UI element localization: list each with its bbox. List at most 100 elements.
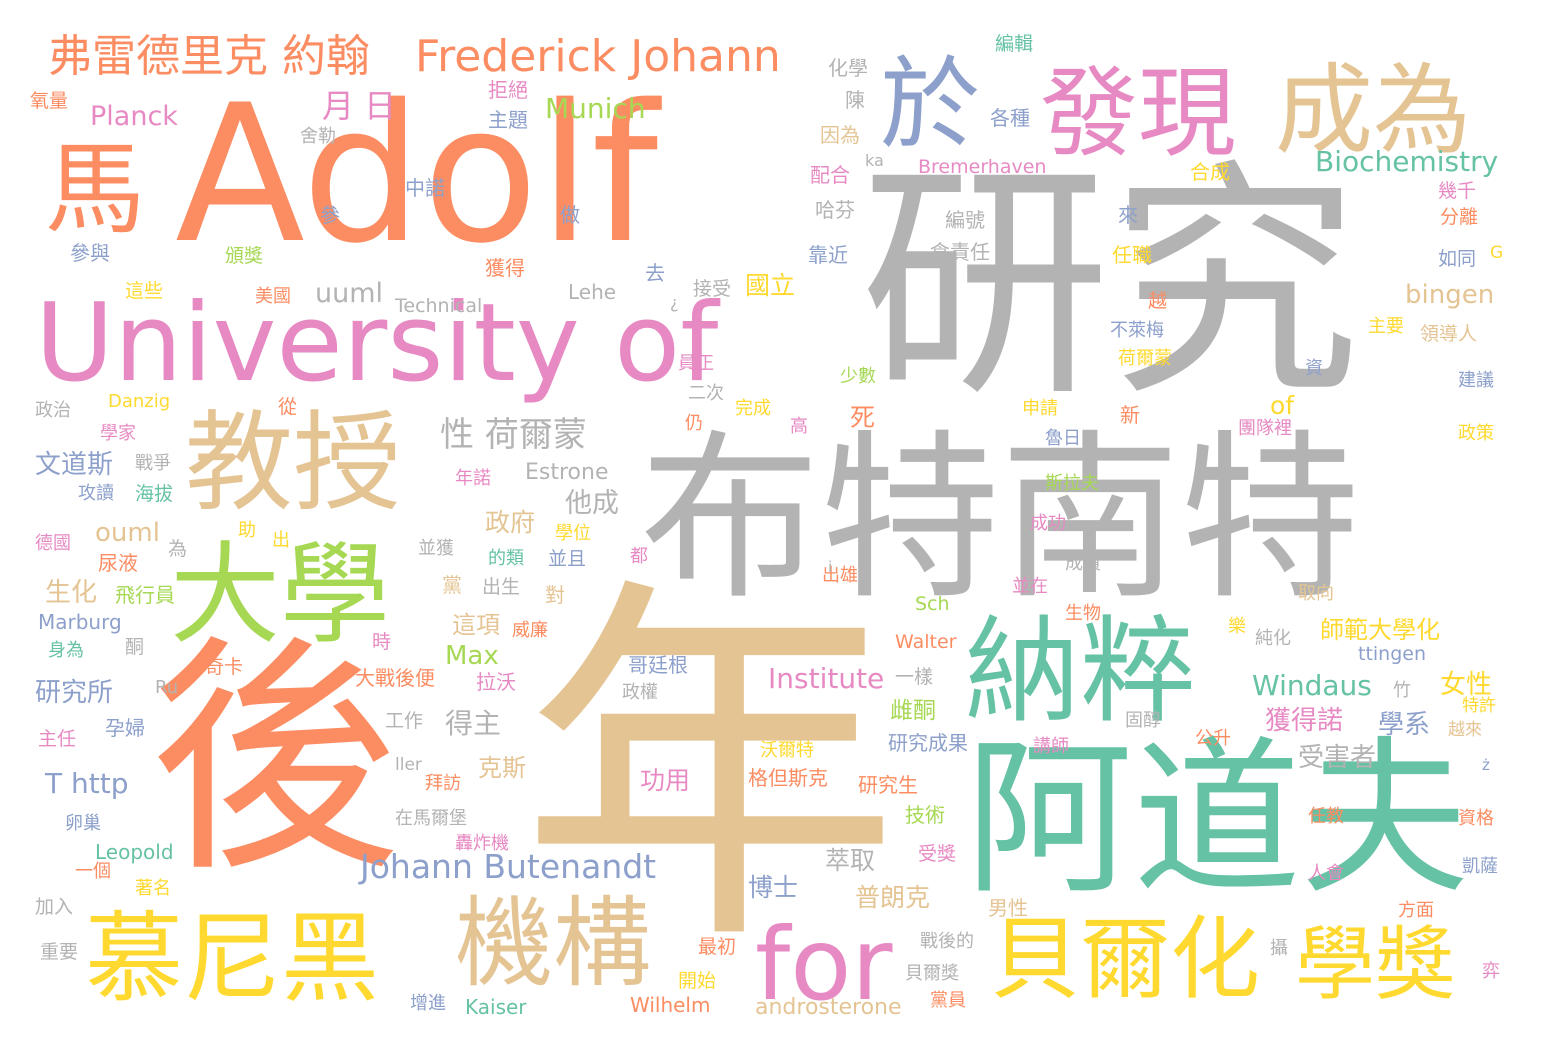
cloud-word: 凱薩 [1462, 856, 1498, 877]
cloud-word: 靠近 [808, 243, 848, 267]
cloud-word: 拒絕 [488, 78, 528, 102]
cloud-word: 弈 [1482, 961, 1500, 982]
cloud-word: 政權 [622, 682, 658, 703]
cloud-word: 領導人 [1420, 323, 1478, 345]
cloud-word: 出 [272, 530, 290, 551]
cloud-word: 政治 [35, 400, 71, 421]
cloud-word: 生化 [45, 578, 98, 608]
cloud-word: 著名 [135, 878, 171, 899]
cloud-word: 孕婦 [105, 716, 145, 740]
cloud-word: 因為 [820, 123, 860, 147]
cloud-word: 於 [880, 46, 980, 163]
cloud-word: 攻讀 [78, 483, 114, 504]
cloud-word: 中諾 [405, 176, 445, 200]
cloud-word: 研究所 [35, 678, 114, 708]
cloud-word: 開始 [678, 970, 717, 992]
cloud-word: 並獲 [418, 538, 454, 559]
cloud-word: 酮 [125, 636, 145, 658]
cloud-word: 研究 [860, 139, 1360, 430]
cloud-word: 固醇 [1125, 710, 1161, 731]
cloud-word: 越 [1148, 290, 1168, 312]
cloud-word: 從 [278, 396, 298, 418]
cloud-word: 沃爾特 [760, 740, 814, 761]
cloud-word: 男性 [988, 896, 1028, 920]
cloud-word: 技術 [905, 803, 945, 827]
cloud-word: T http [45, 767, 129, 800]
cloud-word: 死 [850, 403, 876, 432]
cloud-word: Estrone [525, 460, 609, 485]
cloud-word: 威廉 [512, 620, 548, 641]
cloud-word: 取向 [1298, 583, 1334, 604]
cloud-word: 拉沃 [476, 670, 516, 694]
cloud-word: 如同 [1438, 248, 1477, 270]
cloud-word: Windaus [1252, 669, 1372, 702]
cloud-word: 時 [372, 631, 392, 653]
cloud-word: University of [35, 281, 719, 406]
cloud-word: 萃取 [825, 846, 876, 875]
cloud-word: 講師 [1033, 736, 1069, 757]
cloud-word: 受害者 [1298, 743, 1377, 773]
cloud-word: 年諾 [455, 468, 491, 489]
cloud-word: 大戰後便 [355, 666, 435, 690]
cloud-word: 純化 [1255, 628, 1291, 649]
cloud-word: 特許 [1462, 696, 1496, 716]
cloud-word: 荷爾蒙 [1118, 348, 1172, 369]
cloud-word: 越來 [1448, 720, 1482, 740]
cloud-word: 博士 [748, 873, 799, 902]
cloud-word: Walter [895, 631, 957, 653]
cloud-word: 不萊梅 [1110, 320, 1164, 341]
cloud-word: 成為 [1275, 54, 1472, 168]
cloud-word: 研究成果 [888, 731, 968, 755]
cloud-word: 最初 [698, 936, 737, 958]
cloud-word: 人會 [1308, 863, 1344, 884]
cloud-word: 得主 [445, 707, 502, 740]
cloud-word: 這項 [452, 611, 500, 639]
cloud-word: 工作 [385, 710, 424, 732]
cloud-word: 學位 [555, 523, 591, 544]
cloud-word: 化學 [828, 56, 868, 80]
cloud-word: 研究生 [858, 773, 918, 797]
cloud-word: 各種 [990, 106, 1030, 130]
cloud-word: 幾千 [1438, 180, 1477, 202]
cloud-word: 方面 [1398, 900, 1434, 921]
cloud-word: 拜訪 [425, 773, 461, 794]
cloud-word: 建議 [1458, 370, 1494, 391]
cloud-word: 戰爭 [135, 453, 171, 474]
cloud-word: 這些 [125, 280, 164, 302]
cloud-word: 奇卡 [205, 656, 244, 678]
cloud-word: Max [445, 641, 499, 671]
cloud-word: 馬 [45, 131, 145, 248]
cloud-word: 公升 [1195, 728, 1231, 749]
cloud-word: bingen [1405, 280, 1495, 310]
cloud-word: 慕尼黑 [85, 902, 380, 1016]
cloud-word: 仍 [685, 413, 703, 434]
cloud-word: 合成 [1190, 160, 1230, 184]
cloud-word: 機構 [455, 887, 652, 1001]
cloud-word: 哈芬 [815, 198, 855, 222]
cloud-word: Munich [545, 92, 646, 125]
cloud-word: 教授 [185, 401, 402, 526]
cloud-word: 團隊裡 [1238, 418, 1292, 439]
cloud-word: i [828, 558, 833, 576]
cloud-word: 斯拉夫 [1045, 473, 1099, 494]
cloud-word: ka [865, 151, 884, 170]
cloud-word: 增進 [410, 993, 446, 1014]
cloud-word: 出生 [482, 576, 521, 598]
cloud-word: ¿ [670, 293, 679, 312]
cloud-word: ouml [95, 518, 160, 548]
cloud-word: 一樣 [895, 666, 934, 688]
cloud-word: 接受 [693, 278, 732, 300]
cloud-word: of [1270, 391, 1295, 420]
cloud-word: 普朗克 [855, 883, 931, 912]
cloud-word: 竹 [1393, 680, 1411, 701]
cloud-word: 助 [238, 520, 256, 541]
cloud-word: 氧量 [30, 90, 69, 112]
cloud-word: Technical [395, 295, 483, 317]
cloud-word: 他成 [565, 488, 619, 519]
cloud-word: 任教 [1308, 806, 1344, 827]
cloud-word: 師範大學化 [1320, 616, 1440, 644]
cloud-word: uuml [315, 278, 384, 309]
cloud-word: 分離 [1440, 206, 1479, 228]
cloud-word: 配合 [810, 163, 850, 187]
